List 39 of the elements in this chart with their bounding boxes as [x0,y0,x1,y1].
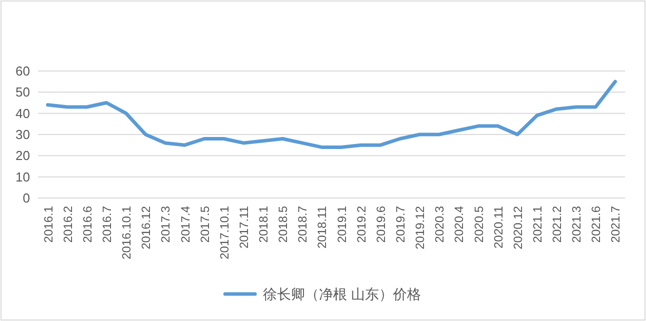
x-tick-label: 2020.3 [432,206,447,243]
x-tick-label: 2020.12 [510,206,525,250]
x-tick-label: 2019.7 [393,206,408,243]
x-tick-label: 2018.11 [315,206,330,248]
x-tick-label: 2018.7 [296,206,310,243]
x-tick-label: 2019.2 [354,206,368,243]
x-tick-label: 2019.6 [374,206,388,243]
y-tick-label: 40 [16,106,30,121]
x-tick-label: 2021.3 [570,206,584,243]
y-tick-label: 30 [16,127,30,142]
x-tick-label: 2016.7 [100,206,114,243]
x-tick-label: 2021.7 [608,206,623,243]
y-tick-label: 50 [16,84,30,100]
x-tick-label: 2016.2 [60,206,75,243]
x-tick-label: 2016.10.1 [120,206,134,260]
x-tick-label: 2016.1 [41,206,56,243]
x-tick-label: 2020.11 [491,206,506,248]
x-tick-label: 2021.1 [530,206,544,243]
x-tick-label: 2017.10.1 [217,206,232,260]
line-series [46,80,617,149]
x-tick-label: 2017.11 [236,206,251,248]
x-tick-label: 2017.5 [198,206,212,243]
x-tick-label: 2020.5 [472,206,486,243]
x-tick-label: 2017.3 [158,206,173,243]
x-tick-label: 2016.6 [80,206,94,243]
x-tick-label: 2017.4 [178,206,192,243]
x-tick-label: 2021.2 [550,206,564,243]
x-tick-label: 2019.1 [334,206,349,243]
x-tick-label: 2020.4 [452,206,466,243]
y-tick-label: 60 [16,64,30,78]
x-tick-label: 2018.1 [256,206,271,243]
y-tick-label: 10 [16,169,30,184]
x-tick-label: 2018.5 [276,206,290,243]
legend-label: 徐长卿（净根 山东）价格 [263,286,421,302]
x-tick-label: 2019.12 [413,206,428,250]
x-tick-label: 2016.12 [139,206,154,250]
y-tick-label: 0 [22,190,30,206]
x-tick-label: 2021.6 [589,206,604,243]
y-tick-label: 20 [16,148,30,164]
